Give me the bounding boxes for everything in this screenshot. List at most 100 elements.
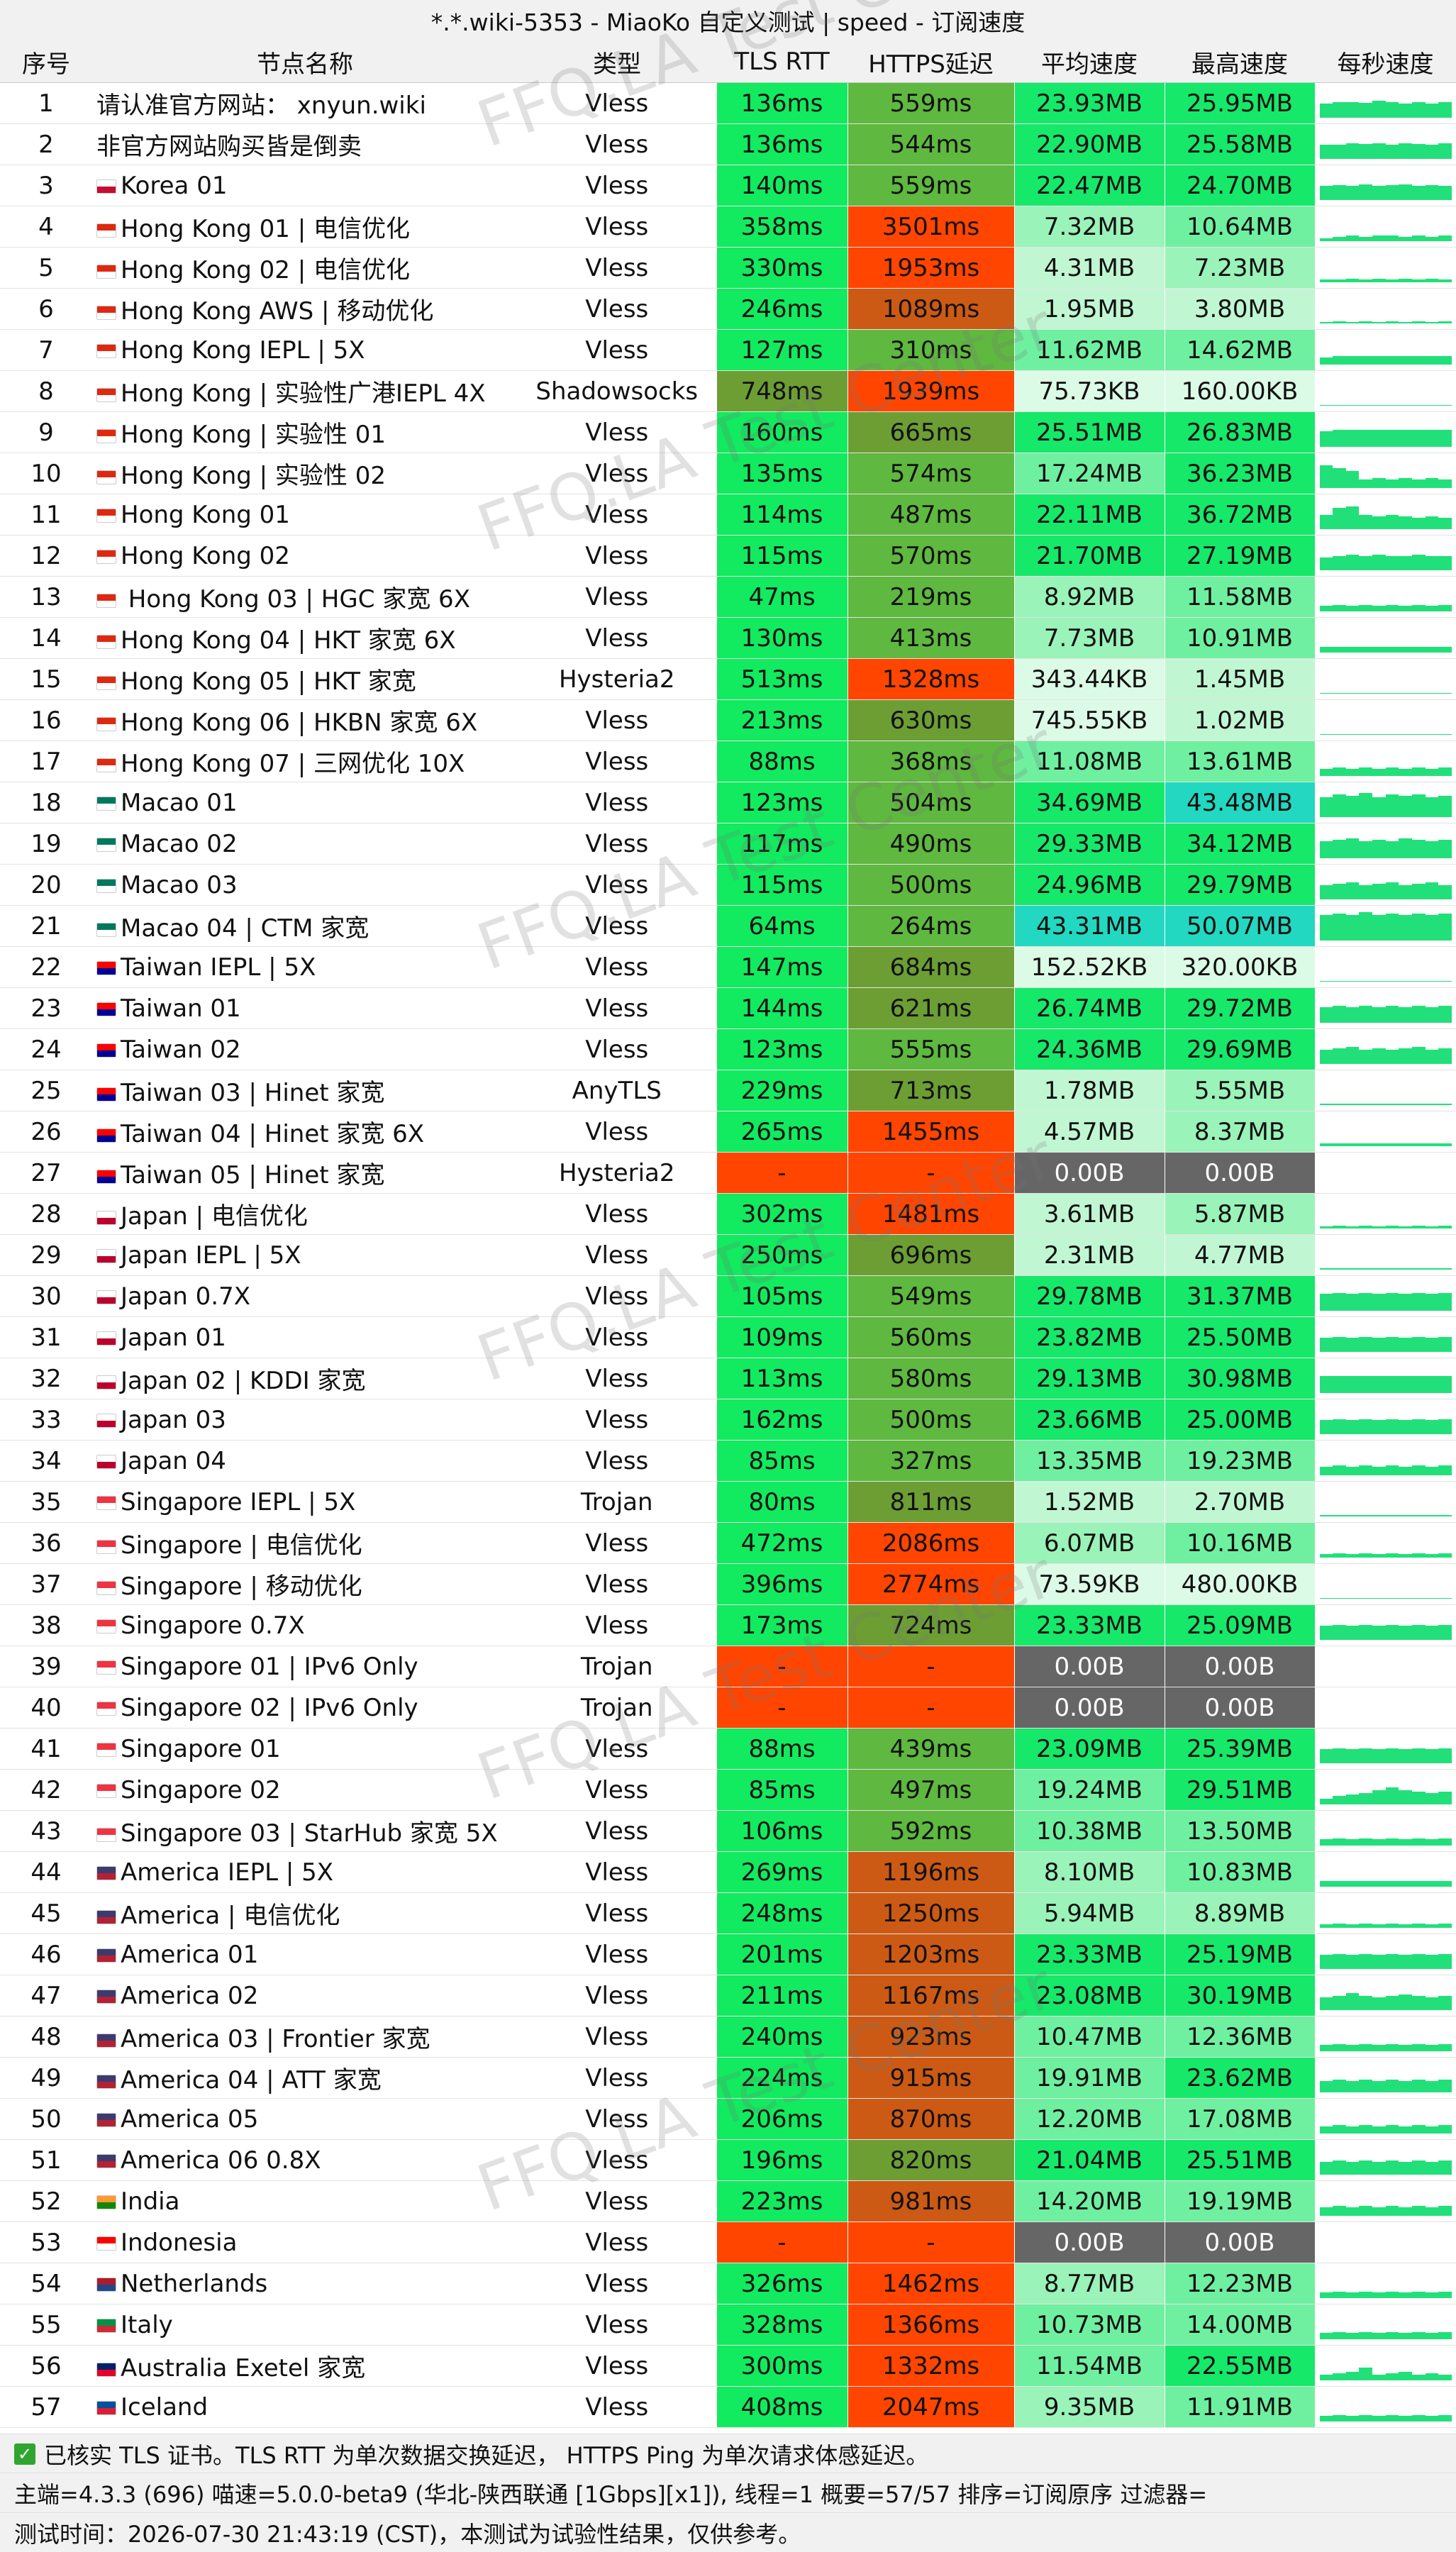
- table-row[interactable]: 33 Japan 03 Vless 162ms 500ms 23.66MB 25.00MB: [0, 1399, 1456, 1441]
- header-tls-rtt[interactable]: TLS RTT: [716, 41, 848, 83]
- node-name-text: America | 电信优化: [121, 1902, 340, 1930]
- https-latency: 500ms: [847, 864, 1015, 906]
- table-row[interactable]: 11 Hong Kong 01 Vless 114ms 487ms 22.11MB 36.7…: [0, 494, 1456, 536]
- table-row[interactable]: 12 Hong Kong 02 Vless 115ms 570ms 21.70MB 27.1…: [0, 535, 1456, 577]
- table-row[interactable]: 40 Singapore 02 | IPv6 Only Trojan - -0.00B 0…: [0, 1687, 1456, 1729]
- header-index[interactable]: 序号: [0, 41, 92, 83]
- header-https-latency[interactable]: HTTPS延迟: [848, 41, 1014, 83]
- table-row[interactable]: 30 Japan 0.7X Vless 105ms 549ms 29.78MB 31.37M…: [0, 1275, 1456, 1317]
- sparkline-bar: [1333, 1226, 1346, 1228]
- tls-rtt: 115ms: [716, 535, 848, 577]
- table-row[interactable]: 19 Macao 02 Vless 117ms 490ms 29.33MB 34.12MB: [0, 823, 1456, 865]
- speed-sparkline: [1315, 1275, 1456, 1317]
- https-latency: 630ms: [847, 699, 1015, 741]
- table-row[interactable]: 14 Hong Kong 04 | HKT 家宽 6X Vless 130ms 413m…: [0, 617, 1456, 659]
- node-name: America 02: [92, 1975, 518, 2016]
- sparkline-bar: [1319, 1226, 1333, 1228]
- table-row[interactable]: 46 America 01 Vless 201ms 1203ms 23.33MB 25.19…: [0, 1934, 1456, 1975]
- table-row[interactable]: 3 Korea 01 Vless 140ms 559ms 22.47MB 24.70MB: [0, 165, 1456, 206]
- table-row[interactable]: 56 Australia Exetel 家宽 Vless 300ms 1332ms 11.…: [0, 2345, 1456, 2387]
- avg-speed: 26.74MB: [1013, 987, 1165, 1029]
- sparkline-bar: [1385, 2124, 1399, 2134]
- table-row[interactable]: 25 Taiwan 03 | Hinet 家宽 AnyTLS 229ms 713ms 1.…: [0, 1070, 1456, 1111]
- header-max-speed[interactable]: 最高速度: [1165, 41, 1315, 83]
- sparkline-bar: [1425, 2207, 1439, 2216]
- table-row[interactable]: 37 Singapore | 移动优化 Vless 396ms 2774ms 73.59K…: [0, 1563, 1456, 1605]
- table-row[interactable]: 6 Hong Kong AWS | 移动优化 Vless 246ms 1089ms 1.9…: [0, 288, 1456, 330]
- table-row[interactable]: 7 Hong Kong IEPL | 5X Vless 127ms 310ms 11.62…: [0, 329, 1456, 371]
- https-latency: 724ms: [847, 1604, 1015, 1646]
- table-row[interactable]: 26 Taiwan 04 | Hinet 家宽 6X Vless 265ms 1455m…: [0, 1111, 1456, 1153]
- table-row[interactable]: 53 Indonesia Vless - -0.00B 0.00B: [0, 2221, 1456, 2263]
- table-row[interactable]: 44 America IEPL | 5X Vless 269ms 1196ms 8.10M…: [0, 1851, 1456, 1893]
- tls-rtt: 269ms: [716, 1851, 848, 1893]
- table-row[interactable]: 28 Japan | 电信优化 Vless 302ms 1481ms 3.61MB 5.87…: [0, 1193, 1456, 1235]
- table-row[interactable]: 41 Singapore 01 Vless 88ms 439ms 23.09MB 25.39…: [0, 1728, 1456, 1770]
- max-speed: 29.79MB: [1164, 864, 1316, 906]
- sparkline-chart: [1319, 377, 1452, 406]
- sparkline-bar: [1399, 103, 1413, 118]
- table-row[interactable]: 17 Hong Kong 07 | 三网优化 10X Vless 88ms 368ms 1…: [0, 740, 1456, 782]
- sparkline-bar: [1319, 1597, 1333, 1599]
- table-row[interactable]: 8 Hong Kong | 实验性广港IEPL 4X Shadowsocks 748m…: [0, 370, 1456, 412]
- table-row[interactable]: 54 Netherlands Vless 326ms 1462ms 8.77MB 12.23…: [0, 2263, 1456, 2304]
- table-row[interactable]: 47 America 02 Vless 211ms 1167ms 23.08MB 30.19…: [0, 1975, 1456, 2016]
- table-row[interactable]: 48 America 03 | Frontier 家宽 Vless 240ms 923m…: [0, 2016, 1456, 2058]
- avg-speed: 34.69MB: [1013, 782, 1165, 823]
- flag-mo-icon: [96, 797, 116, 811]
- table-row[interactable]: 1 请认准官方网站： xnyun.wiki Vless 136ms 559ms 23.93…: [0, 82, 1456, 124]
- table-row[interactable]: 52 India Vless 223ms 981ms 14.20MB 19.19MB: [0, 2180, 1456, 2222]
- table-row[interactable]: 29 Japan IEPL | 5X Vless 250ms 696ms 2.31MB 4.…: [0, 1234, 1456, 1276]
- sparkline-bar: [1372, 1924, 1386, 1928]
- table-row[interactable]: 18 Macao 01 Vless 123ms 504ms 34.69MB 43.48MB: [0, 782, 1456, 823]
- flag-jp-icon: [96, 1331, 116, 1346]
- table-row[interactable]: 27 Taiwan 05 | Hinet 家宽 Hysteria2- -0.00B 0.…: [0, 1152, 1456, 1194]
- sparkline-bar: [1333, 1748, 1346, 1763]
- table-row[interactable]: 49 America 04 | ATT 家宽 Vless 224ms 915ms 19.9…: [0, 2057, 1456, 2099]
- table-row[interactable]: 55 Italy Vless 328ms 1366ms 10.73MB 14.00MB: [0, 2304, 1456, 2346]
- sparkline-bar: [1372, 1293, 1386, 1311]
- tls-rtt: 88ms: [716, 1728, 848, 1770]
- table-row[interactable]: 21 Macao 04 | CTM 家宽 Vless 64ms 264ms 43.31MB…: [0, 905, 1456, 947]
- table-row[interactable]: 57 Iceland Vless 408ms 2047ms 9.35MB 11.91MB: [0, 2386, 1456, 2428]
- footer-line-1: 已核实 TLS 证书。TLS RTT 为单次数据交换延迟， HTTPS Ping…: [44, 2441, 929, 2469]
- table-row[interactable]: 35 Singapore IEPL | 5X Trojan 80ms 811ms 1.52…: [0, 1481, 1456, 1523]
- table-row[interactable]: 45 America | 电信优化 Vless 248ms 1250ms 5.94MB 8.…: [0, 1892, 1456, 1934]
- sparkline-chart: [1320, 1159, 1452, 1187]
- table-row[interactable]: 20 Macao 03 Vless 115ms 500ms 24.96MB 29.79MB: [0, 864, 1456, 906]
- header-per-second-speed[interactable]: 每秒速度: [1315, 41, 1456, 83]
- header-type[interactable]: 类型: [518, 41, 716, 83]
- table-row[interactable]: 32 Japan 02 | KDDI 家宽 Vless 113ms 580ms 29.13…: [0, 1358, 1456, 1399]
- row-index: 24: [0, 1028, 92, 1070]
- table-row[interactable]: 43 Singapore 03 | StarHub 家宽 5X Vless 106ms…: [0, 1810, 1456, 1852]
- header-avg-speed[interactable]: 平均速度: [1014, 41, 1165, 83]
- table-row[interactable]: 5 Hong Kong 02 | 电信优化 Vless 330ms 1953ms 4.31…: [0, 247, 1456, 289]
- table-row[interactable]: 15 Hong Kong 05 | HKT 家宽 Hysteria2 513ms 132…: [0, 658, 1456, 700]
- table-row[interactable]: 36 Singapore | 电信优化 Vless 472ms 2086ms 6.07MB…: [0, 1522, 1456, 1564]
- table-row[interactable]: 50 America 05 Vless 206ms 870ms 12.20MB 17.08M…: [0, 2098, 1456, 2140]
- sparkline-bar: [1359, 355, 1373, 365]
- table-row[interactable]: 9 Hong Kong | 实验性 01 Vless 160ms 665ms 25.51M…: [0, 411, 1456, 453]
- sparkline-bar: [1438, 1838, 1452, 1846]
- table-row[interactable]: 4 Hong Kong 01 | 电信优化 Vless 358ms 3501ms 7.32…: [0, 206, 1456, 248]
- table-row[interactable]: 2 非官方网站购买皆是倒卖 Vless 136ms 544ms 22.90MB 25.58M…: [0, 123, 1456, 165]
- table-row[interactable]: 42 Singapore 02 Vless 85ms 497ms 19.24MB 29.51…: [0, 1769, 1456, 1811]
- table-row[interactable]: 16 Hong Kong 06 | HKBN 家宽 6X Vless 213ms 630…: [0, 699, 1456, 741]
- avg-speed: 25.51MB: [1013, 411, 1165, 453]
- header-node-name[interactable]: 节点名称: [92, 41, 518, 83]
- table-row[interactable]: 24 Taiwan 02 Vless 123ms 555ms 24.36MB 29.69MB: [0, 1028, 1456, 1070]
- https-latency: 310ms: [847, 329, 1015, 371]
- table-row[interactable]: 10 Hong Kong | 实验性 02 Vless 135ms 574ms 17.24…: [0, 453, 1456, 494]
- sparkline-bar: [1399, 692, 1413, 694]
- table-row[interactable]: 23 Taiwan 01 Vless 144ms 621ms 26.74MB 29.72MB: [0, 987, 1456, 1029]
- table-row[interactable]: 31 Japan 01 Vless 109ms 560ms 23.82MB 25.50MB: [0, 1316, 1456, 1358]
- table-row[interactable]: 22 Taiwan IEPL | 5X Vless 147ms 684ms 152.52K…: [0, 946, 1456, 988]
- table-row[interactable]: 13 Hong Kong 03 | HGC 家宽 6X Vless 47ms 219m…: [0, 576, 1456, 618]
- node-name: Singapore | 移动优化: [92, 1563, 518, 1605]
- sparkline-bar: [1359, 1103, 1373, 1105]
- table-row[interactable]: 51 America 06 0.8X Vless 196ms 820ms 21.04MB 2…: [0, 2139, 1456, 2181]
- table-row[interactable]: 39 Singapore 01 | IPv6 Only Trojan - -0.00B 0…: [0, 1646, 1456, 1687]
- table-row[interactable]: 38 Singapore 0.7X Vless 173ms 724ms 23.33MB 25…: [0, 1604, 1456, 1646]
- table-row[interactable]: 34 Japan 04 Vless 85ms 327ms 13.35MB 19.23MB: [0, 1440, 1456, 1482]
- flag-it-icon: [96, 2319, 116, 2333]
